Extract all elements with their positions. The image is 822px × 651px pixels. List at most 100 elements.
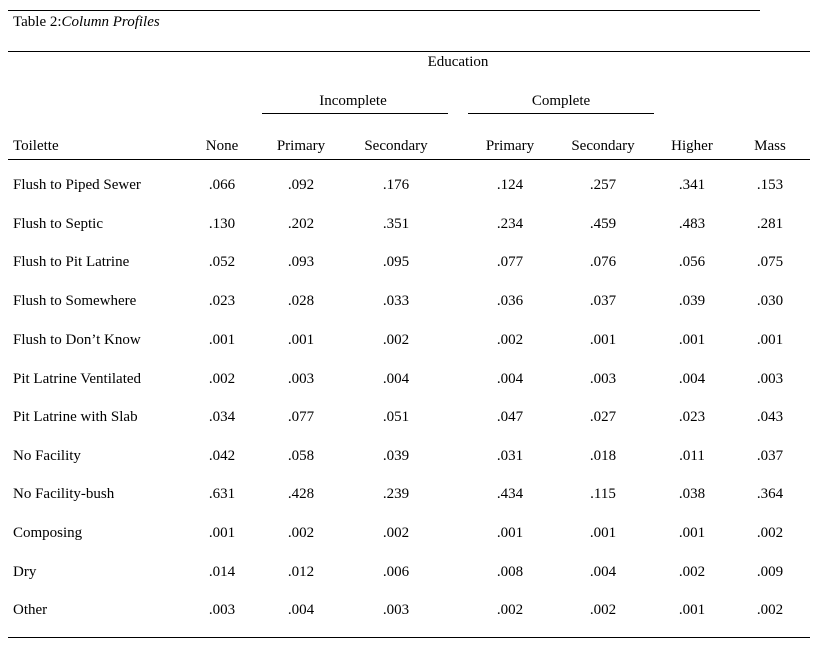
complete-underline: [468, 113, 654, 114]
cell-mass: .002: [756, 602, 784, 618]
cell-none: .034: [208, 409, 236, 425]
incomplete-header: Incomplete: [319, 93, 387, 109]
column-header-none: None: [205, 138, 239, 154]
cell-complete-secondary: .027: [589, 409, 617, 425]
cell-none: .130: [208, 216, 236, 232]
cell-complete-primary: .004: [496, 371, 524, 387]
cell-higher: .341: [678, 177, 706, 193]
cell-mass: .009: [756, 564, 784, 580]
cell-higher: .483: [678, 216, 706, 232]
cell-none: .001: [208, 332, 236, 348]
cell-incomplete-secondary: .033: [382, 293, 410, 309]
cell-incomplete-primary: .002: [287, 525, 315, 541]
cell-incomplete-secondary: .051: [382, 409, 410, 425]
cell-none: .631: [208, 486, 236, 502]
column-header-incomplete-primary: Primary: [276, 138, 326, 154]
cell-mass: .003: [756, 371, 784, 387]
cell-complete-secondary: .076: [589, 254, 617, 270]
cell-complete-secondary: .018: [589, 448, 617, 464]
cell-complete-primary: .002: [496, 602, 524, 618]
row-label-header: Toilette: [13, 138, 59, 154]
cell-mass: .075: [756, 254, 784, 270]
cell-incomplete-secondary: .004: [382, 371, 410, 387]
cell-incomplete-secondary: .006: [382, 564, 410, 580]
cell-mass: .001: [756, 332, 784, 348]
cell-complete-primary: .234: [496, 216, 524, 232]
cell-higher: .039: [678, 293, 706, 309]
cell-complete-secondary: .001: [589, 525, 617, 541]
row-label: No Facility-bush: [13, 486, 115, 502]
row-label: Flush to Septic: [13, 216, 104, 232]
cell-none: .052: [208, 254, 236, 270]
cell-incomplete-primary: .092: [287, 177, 315, 193]
cell-mass: .153: [756, 177, 784, 193]
cell-complete-secondary: .037: [589, 293, 617, 309]
cell-higher: .023: [678, 409, 706, 425]
cell-complete-primary: .031: [496, 448, 524, 464]
cell-none: .002: [208, 371, 236, 387]
complete-header: Complete: [531, 93, 591, 109]
cell-incomplete-secondary: .002: [382, 525, 410, 541]
education-header: Education: [427, 54, 489, 70]
column-header-higher: Higher: [671, 138, 713, 154]
cell-higher: .002: [678, 564, 706, 580]
cell-incomplete-primary: .202: [287, 216, 315, 232]
row-label: Composing: [13, 525, 83, 541]
cell-none: .042: [208, 448, 236, 464]
cell-complete-primary: .124: [496, 177, 524, 193]
cell-complete-primary: .434: [496, 486, 524, 502]
row-label: No Facility: [13, 448, 81, 464]
table-caption-label: Table 2:: [13, 14, 62, 30]
cell-none: .066: [208, 177, 236, 193]
top-rule: [8, 10, 760, 11]
cell-none: .001: [208, 525, 236, 541]
cell-incomplete-primary: .428: [287, 486, 315, 502]
cell-complete-secondary: .002: [589, 602, 617, 618]
cell-higher: .038: [678, 486, 706, 502]
cell-complete-primary: .002: [496, 332, 524, 348]
column-header-mass: Mass: [754, 138, 786, 154]
cell-incomplete-primary: .012: [287, 564, 315, 580]
cell-mass: .002: [756, 525, 784, 541]
cell-complete-secondary: .459: [589, 216, 617, 232]
cell-higher: .001: [678, 332, 706, 348]
cell-mass: .030: [756, 293, 784, 309]
header-top-rule: [8, 51, 810, 52]
row-label: Flush to Piped Sewer: [13, 177, 141, 193]
row-label: Pit Latrine Ventilated: [13, 371, 142, 387]
cell-higher: .056: [678, 254, 706, 270]
cell-complete-secondary: .004: [589, 564, 617, 580]
cell-complete-primary: .008: [496, 564, 524, 580]
cell-incomplete-secondary: .039: [382, 448, 410, 464]
cell-complete-secondary: .115: [590, 486, 616, 502]
cell-incomplete-secondary: .239: [382, 486, 410, 502]
table-bottom-rule: [8, 637, 810, 638]
cell-higher: .001: [678, 525, 706, 541]
incomplete-underline: [262, 113, 448, 114]
cell-incomplete-secondary: .095: [382, 254, 410, 270]
row-label: Other: [13, 602, 48, 618]
row-label: Flush to Somewhere: [13, 293, 137, 309]
cell-higher: .011: [679, 448, 705, 464]
cell-incomplete-primary: .093: [287, 254, 315, 270]
cell-none: .023: [208, 293, 236, 309]
cell-incomplete-secondary: .176: [382, 177, 410, 193]
column-header-complete-secondary: Secondary: [571, 138, 635, 154]
column-header-incomplete-secondary: Secondary: [364, 138, 428, 154]
cell-incomplete-primary: .058: [287, 448, 315, 464]
cell-incomplete-secondary: .351: [382, 216, 410, 232]
cell-complete-primary: .036: [496, 293, 524, 309]
cell-higher: .004: [678, 371, 706, 387]
cell-mass: .043: [756, 409, 784, 425]
cell-complete-primary: .001: [496, 525, 524, 541]
cell-incomplete-primary: .004: [287, 602, 315, 618]
cell-none: .003: [208, 602, 236, 618]
row-label: Flush to Pit Latrine: [13, 254, 130, 270]
row-label: Dry: [13, 564, 37, 580]
cell-mass: .364: [756, 486, 784, 502]
table-caption-title: Column Profiles: [61, 14, 160, 30]
header-bottom-rule: [8, 159, 810, 160]
cell-incomplete-primary: .001: [287, 332, 315, 348]
cell-mass: .037: [756, 448, 784, 464]
cell-incomplete-secondary: .002: [382, 332, 410, 348]
